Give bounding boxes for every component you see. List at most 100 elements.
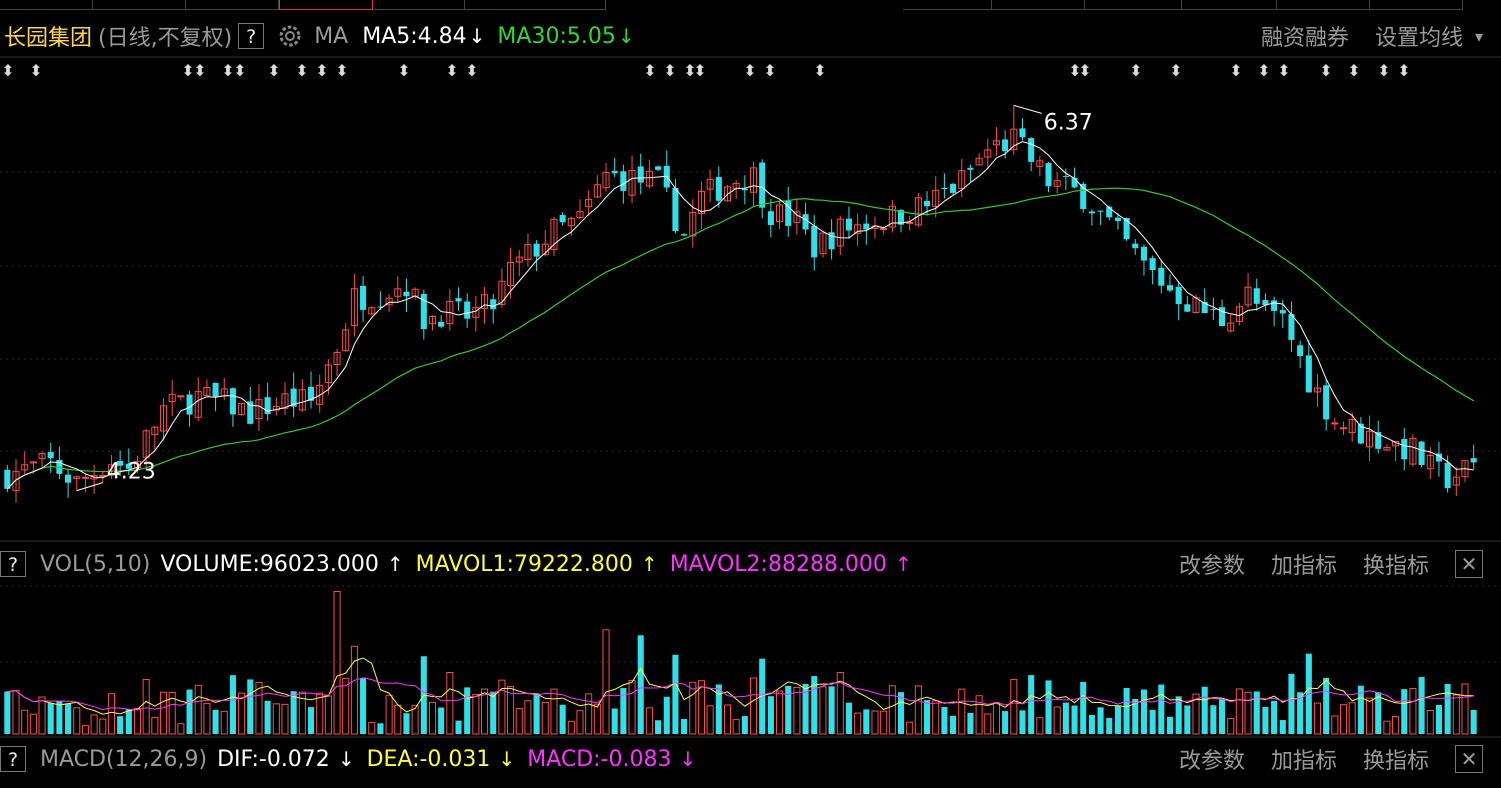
stock-name[interactable]: 长园集团	[4, 26, 93, 51]
candle-body	[1140, 246, 1147, 261]
volume-bar	[932, 700, 940, 735]
macd-close-icon[interactable]: ✕	[1455, 745, 1483, 773]
volume-bar	[576, 710, 584, 735]
dea-value: DEA:-0.031	[366, 746, 491, 772]
tab-fragment-active[interactable]	[279, 0, 373, 10]
event-marker-icon: ⬍	[181, 61, 194, 80]
volume-bar	[464, 687, 471, 734]
mavol1-line	[7, 657, 1474, 715]
candle-body	[880, 228, 888, 231]
volume-bar	[125, 709, 132, 734]
candle-body	[759, 162, 766, 208]
tab-fragment[interactable]	[1370, 0, 1463, 10]
candle-body	[785, 200, 792, 226]
ma5-down-arrow-icon: ↓	[468, 24, 486, 48]
candle-body	[1071, 177, 1078, 188]
macd-modify-params-button[interactable]: 改参数	[1178, 749, 1245, 774]
tab-fragment[interactable]	[372, 0, 465, 10]
volume-bar	[307, 707, 315, 734]
volume-bar	[1297, 692, 1304, 734]
candle-body	[1010, 128, 1018, 151]
volume-bar	[880, 710, 888, 735]
volume-bar	[914, 685, 922, 735]
vol-swap-indicator-button[interactable]: 换指标	[1362, 554, 1429, 579]
candle-body	[38, 453, 46, 460]
volume-bar	[1392, 716, 1400, 735]
candle-body	[203, 386, 211, 397]
candle-body	[1175, 286, 1182, 305]
main-chart-header: 长园集团 (日线,不复权) ? MA MA5:4.84 ↓ MA30:5.05 …	[0, 19, 1501, 53]
gear-icon[interactable]	[276, 22, 304, 50]
tab-fragment[interactable]	[93, 0, 186, 10]
event-marker-icon: ⬍	[397, 61, 410, 80]
candle-body	[958, 170, 966, 190]
vol-help-button[interactable]: ?	[0, 551, 26, 577]
volume-bar	[490, 691, 497, 734]
candle-body	[1106, 206, 1113, 218]
tab-fragment[interactable]	[903, 0, 992, 10]
tab-fragment[interactable]	[992, 0, 1085, 10]
volume-bar	[394, 704, 402, 735]
macd-help-button[interactable]: ?	[0, 746, 26, 772]
volume-bar	[759, 658, 766, 734]
volume-bar	[472, 693, 480, 735]
low-annotation-label: 4.23	[107, 460, 156, 485]
candle-body	[819, 232, 827, 255]
candle-body	[47, 452, 54, 459]
set-ma-link[interactable]: 设置均线	[1374, 26, 1463, 51]
volume-bar	[715, 684, 722, 734]
tab-fragment[interactable]	[186, 0, 279, 10]
macd-swap-indicator-button[interactable]: 换指标	[1362, 749, 1429, 774]
volume-bar	[65, 703, 72, 734]
candle-body	[438, 321, 445, 327]
volume-bar	[455, 720, 462, 734]
tab-fragment[interactable]	[465, 0, 606, 10]
help-button[interactable]: ?	[238, 23, 265, 49]
candle-body	[255, 399, 263, 420]
volume-chart[interactable]	[0, 578, 1501, 738]
volume-bar	[1097, 707, 1104, 734]
candle-body	[567, 217, 575, 227]
volume-bar	[428, 701, 437, 735]
candle-body	[65, 474, 72, 483]
candle-body	[932, 189, 940, 207]
vol-add-indicator-button[interactable]: 加指标	[1270, 554, 1337, 579]
candle-body	[186, 394, 193, 415]
vol-close-icon[interactable]: ✕	[1455, 550, 1483, 578]
volume-bar	[47, 703, 54, 734]
chevron-down-icon[interactable]: ▾	[1474, 26, 1483, 46]
event-marker-icon: ⬍	[1068, 61, 1081, 80]
volume-bar	[281, 703, 289, 735]
volume-bar	[1028, 675, 1035, 734]
tab-fragment[interactable]	[1277, 0, 1370, 10]
candle-body	[1227, 322, 1235, 332]
tab-fragment[interactable]	[1085, 0, 1182, 10]
ma30-value: MA30:5.05	[497, 23, 616, 49]
candle-body	[723, 186, 732, 202]
candle-body	[125, 463, 132, 469]
macd-add-indicator-button[interactable]: 加指标	[1270, 749, 1337, 774]
candle-body	[559, 214, 566, 223]
candle-body	[12, 470, 20, 492]
volume-bar	[1062, 702, 1069, 734]
volume-bar	[706, 705, 714, 735]
tab-fragment[interactable]	[1182, 0, 1277, 10]
candle-body	[368, 307, 376, 315]
tab-fragment[interactable]	[0, 0, 93, 10]
candle-body	[1045, 163, 1052, 187]
volume-bar	[168, 692, 176, 735]
volume-bar	[360, 677, 367, 734]
candle-body	[992, 140, 1000, 146]
vol-modify-params-button[interactable]: 改参数	[1178, 554, 1245, 579]
volume-bar	[133, 707, 142, 735]
candle-body	[602, 171, 610, 189]
candle-body	[1470, 458, 1477, 463]
volume-bar	[1235, 688, 1243, 735]
candle-body	[1262, 300, 1269, 306]
volume-bar	[863, 709, 870, 734]
candle-body	[281, 393, 289, 409]
candlestick-chart[interactable]: ⬍ ⬍ ⬍ ⬍ ⬍ ⬍ ⬍ ⬍ ⬍ ⬍ ⬍ ⬍ ⬍ ⬍ ⬍ ⬍ ⬍ ⬍ ⬍ ⬍ ⬍ ⬍ ⬍ ⬍ ⬍ ⬍ ⬍ ⬍ ⬍ ⬍ ⬍ 6.37 4.23	[0, 54, 1501, 542]
candle-body	[1201, 301, 1208, 314]
mavol2-value: MAVOL2:88288.000	[669, 551, 887, 577]
margin-trading-link[interactable]: 融资融券	[1260, 26, 1349, 51]
